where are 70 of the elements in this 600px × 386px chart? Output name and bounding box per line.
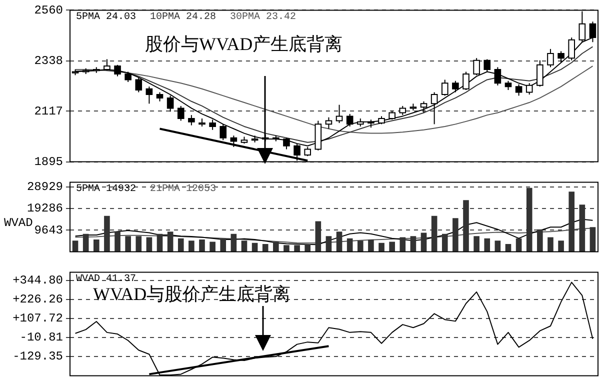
bar: [220, 238, 226, 252]
bar: [199, 239, 205, 252]
bar: [104, 216, 110, 252]
bar: [315, 221, 322, 252]
bar: [420, 232, 427, 252]
bar: [368, 239, 374, 252]
bar: [452, 218, 458, 252]
bar: [400, 237, 406, 252]
y-tick-label: 28929: [26, 180, 63, 194]
bar: [484, 238, 490, 252]
bar: [326, 236, 332, 252]
bar: [494, 240, 501, 252]
bar: [156, 234, 163, 252]
bar: [284, 245, 290, 252]
text: 30PMA 23.42: [230, 12, 296, 23]
bar: [474, 236, 480, 252]
y-tick-label: +107.72: [12, 312, 63, 326]
bar: [136, 236, 142, 252]
bar: [526, 188, 532, 252]
y-tick-label: 2117: [34, 104, 63, 118]
text: WVAD 41.37: [76, 274, 136, 285]
y-tick-label: +226.26: [12, 292, 63, 306]
bar: [590, 227, 596, 252]
bar: [463, 200, 469, 252]
y-tick-label: 19286: [26, 202, 63, 216]
bar: [230, 234, 237, 252]
bar: [431, 216, 438, 252]
bar: [294, 245, 300, 252]
bar: [346, 238, 353, 252]
bar: [72, 240, 78, 252]
text: 10PMA 24.28: [150, 12, 216, 23]
bar: [579, 204, 586, 252]
annotation: 股价与WVAD产生底背离: [145, 33, 343, 56]
bar: [114, 232, 120, 252]
y-tick-label: 2560: [34, 3, 63, 18]
bar: [378, 242, 384, 252]
annotation: WVAD与股价产生底背离: [93, 283, 291, 306]
bar: [537, 229, 543, 252]
bar: [93, 239, 100, 252]
bar: [389, 242, 395, 252]
bar: [442, 234, 448, 252]
bar: [241, 240, 248, 252]
y-tick-label: -10.81: [20, 330, 63, 345]
bar: [336, 232, 342, 252]
bar: [146, 237, 152, 252]
y-tick-label: +344.80: [12, 273, 63, 288]
text: 5PMA 14932: [76, 184, 136, 195]
y-tick-label: 9643: [34, 223, 63, 238]
y-tick-label: -129.35: [12, 350, 63, 364]
bar: [304, 244, 311, 252]
bar: [558, 240, 564, 252]
bar: [178, 238, 184, 252]
bar: [548, 237, 554, 252]
text: 21PMA 12053: [150, 184, 216, 195]
bar: [516, 238, 522, 252]
bar: [262, 244, 268, 252]
y-tick-label: 1895: [34, 154, 63, 169]
bar: [357, 240, 364, 252]
bar: [210, 242, 216, 252]
text: 5PMA 24.03: [76, 12, 136, 23]
bar: [167, 232, 174, 252]
bar: [410, 236, 416, 252]
bar: [82, 234, 89, 252]
bar: [188, 240, 194, 252]
bar: [568, 192, 575, 252]
bar: [273, 242, 279, 252]
y-axis-title: WVAD: [4, 216, 33, 230]
bar: [505, 244, 512, 252]
bar: [125, 236, 131, 252]
y-tick-label: 2338: [34, 54, 63, 68]
